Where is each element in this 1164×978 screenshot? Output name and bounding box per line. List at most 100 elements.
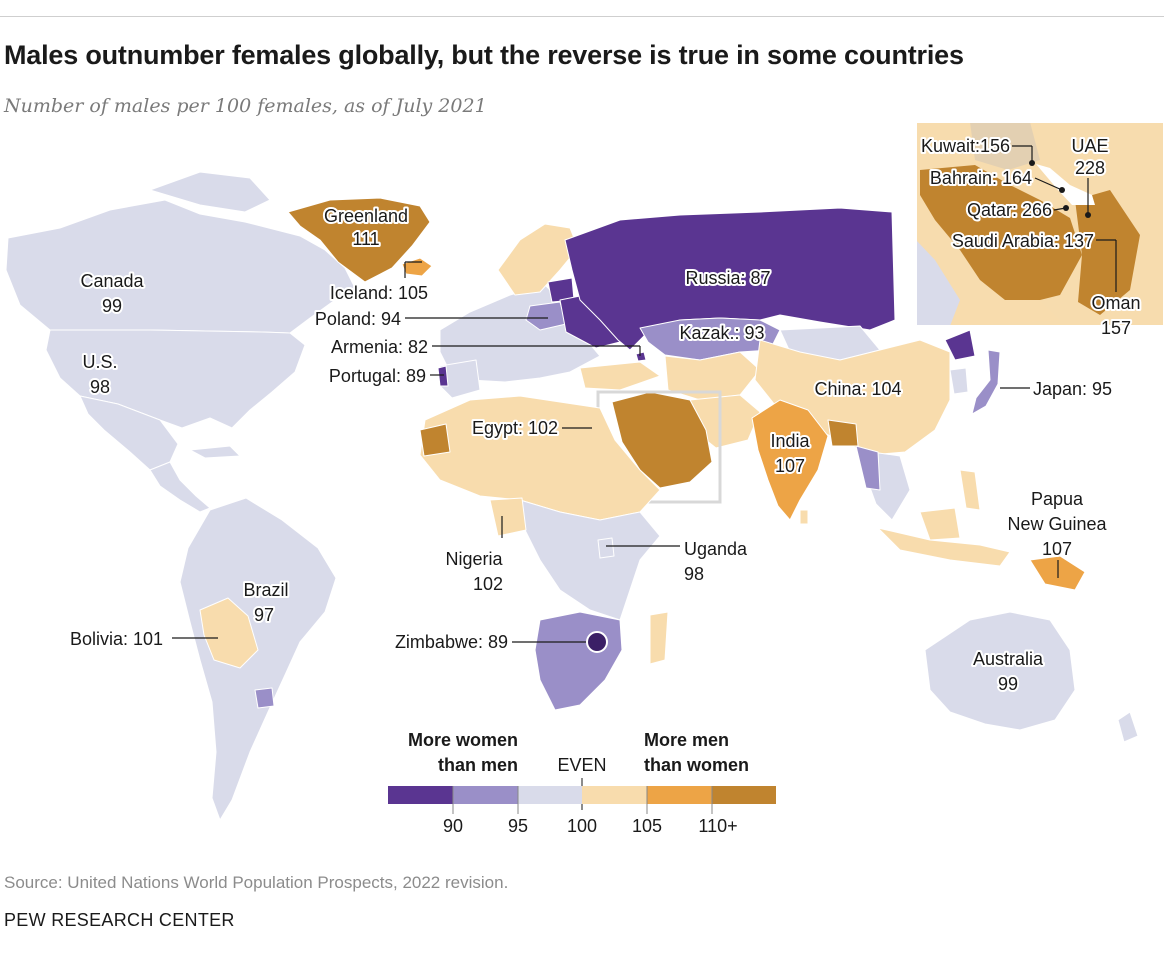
label-iceland: Iceland: 105 (330, 283, 428, 303)
north-africa-shape (419, 395, 661, 521)
label-russia: Russia: 87 (685, 268, 770, 288)
legend-tick-label-100: 100 (567, 816, 597, 836)
label-bolivia: Bolivia: 101 (70, 629, 163, 649)
turkey-shape (579, 361, 661, 391)
legend-left-line2: than men (438, 755, 518, 775)
label-poland: Poland: 94 (315, 309, 401, 329)
inset-saudi-shape (920, 165, 1082, 300)
label-brazil-name: Brazil (243, 580, 288, 600)
brand-logo-text: PEW RESEARCH CENTER (4, 910, 235, 930)
legend: More women than men EVEN More men than w… (388, 730, 776, 836)
label-greenland-value: 111 (352, 229, 379, 249)
label-australia-name: Australia (973, 649, 1044, 669)
legend-swatch-below-90 (388, 786, 453, 804)
legend-even: EVEN (557, 755, 606, 775)
label-qatar: Qatar: 266 (967, 200, 1052, 220)
central-africa-shape (519, 499, 661, 621)
source-note: Source: United Nations World Population … (4, 873, 509, 892)
label-kazak: Kazak.: 93 (679, 323, 764, 343)
uruguay-shape (254, 687, 275, 709)
india-shape (751, 399, 829, 521)
label-japan: Japan: 95 (1033, 379, 1112, 399)
label-uae-name: UAE (1071, 136, 1108, 156)
bolivia-shape (199, 597, 259, 669)
label-nigeria-name: Nigeria (445, 549, 503, 569)
arctic-islands-shape (149, 171, 271, 213)
russia-shape (564, 207, 896, 351)
nigeria-shape (489, 497, 527, 537)
indonesia-shape (877, 527, 1011, 567)
label-brazil-value: 97 (254, 605, 274, 625)
legend-tick-label-110: 110+ (698, 816, 737, 836)
label-us-value: 98 (90, 377, 110, 397)
south-asia-east-shape (827, 419, 859, 447)
legend-swatch-95-100 (518, 786, 582, 804)
far-east-russia-shape (944, 329, 976, 361)
label-india-value: 107 (775, 456, 805, 476)
legend-tick-label-105: 105 (632, 816, 662, 836)
greenland-shape (287, 197, 431, 283)
leader-lines (172, 145, 1117, 643)
new-zealand-shape (1117, 711, 1139, 743)
inset-iraq-shape (970, 122, 1040, 170)
southern-africa-shape (534, 611, 623, 711)
label-png-line1: Papua (1031, 489, 1084, 509)
label-saudi: Saudi Arabia: 137 (952, 231, 1094, 251)
inset-water-shape (1036, 164, 1095, 205)
legend-right-line2: than women (644, 755, 749, 775)
myanmar-shape (855, 445, 881, 491)
australia-shape (924, 611, 1076, 731)
gulf-inset (916, 122, 1164, 326)
madagascar-shape (649, 611, 669, 665)
label-portugal: Portugal: 89 (329, 366, 426, 386)
korea-shape (949, 367, 969, 395)
legend-tick-label-95: 95 (508, 816, 528, 836)
label-china: China: 104 (814, 379, 901, 399)
sri-lanka-shape (799, 509, 809, 525)
top-rule (0, 16, 1164, 17)
label-canada-value: 99 (102, 296, 122, 316)
label-armenia: Armenia: 82 (331, 337, 428, 357)
label-zimbabwe: Zimbabwe: 89 (395, 632, 508, 652)
label-kuwait: Kuwait:156 (921, 136, 1010, 156)
chart-subtitle: Number of males per 100 females, as of J… (4, 95, 487, 117)
armenia-shape (635, 351, 647, 362)
label-canada-name: Canada (80, 271, 144, 291)
label-us-name: U.S. (82, 352, 117, 372)
cuba-shape (189, 445, 241, 459)
gulf-inset-border (915, 121, 1164, 327)
western-sahara-shape (419, 423, 451, 457)
us-shape (45, 329, 306, 429)
inset-redsea-shape (916, 240, 960, 326)
label-oman-value: 157 (1101, 318, 1131, 338)
borneo-shape (919, 507, 961, 541)
world-map: .lbl { font-size:18px; fill:#1a1a1a; } .… (5, 121, 1164, 836)
label-egypt: Egypt: 102 (472, 418, 558, 438)
japan-shape (971, 349, 1001, 415)
zimbabwe-marker (586, 631, 608, 653)
uganda-shape (597, 537, 615, 559)
label-greenland-name: Greenland (324, 206, 408, 226)
inset-oman-shape (1075, 190, 1140, 315)
label-oman-name: Oman (1091, 293, 1140, 313)
legend-swatch-105-110 (647, 786, 712, 804)
legend-swatch-110-plus (712, 786, 776, 804)
legend-swatch-100-105 (582, 786, 647, 804)
label-png-value: 107 (1042, 539, 1072, 559)
label-uganda-value: 98 (684, 564, 704, 584)
legend-tick-label-90: 90 (443, 816, 463, 836)
iceland-shape (401, 257, 433, 277)
legend-left-line1: More women (408, 730, 518, 750)
arabia-shape (611, 391, 713, 489)
philippines-shape (959, 469, 981, 511)
portugal-shape (437, 365, 449, 387)
label-uganda-name: Uganda (684, 539, 748, 559)
chart-title: Males outnumber females globally, but th… (4, 40, 964, 70)
label-australia-value: 99 (998, 674, 1018, 694)
legend-swatch-90-95 (453, 786, 518, 804)
label-bahrain: Bahrain: 164 (930, 168, 1032, 188)
inset-yemen-shape (950, 300, 1060, 325)
central-america-shape (149, 461, 211, 513)
label-png-line2: New Guinea (1007, 514, 1107, 534)
label-india-name: India (770, 431, 810, 451)
